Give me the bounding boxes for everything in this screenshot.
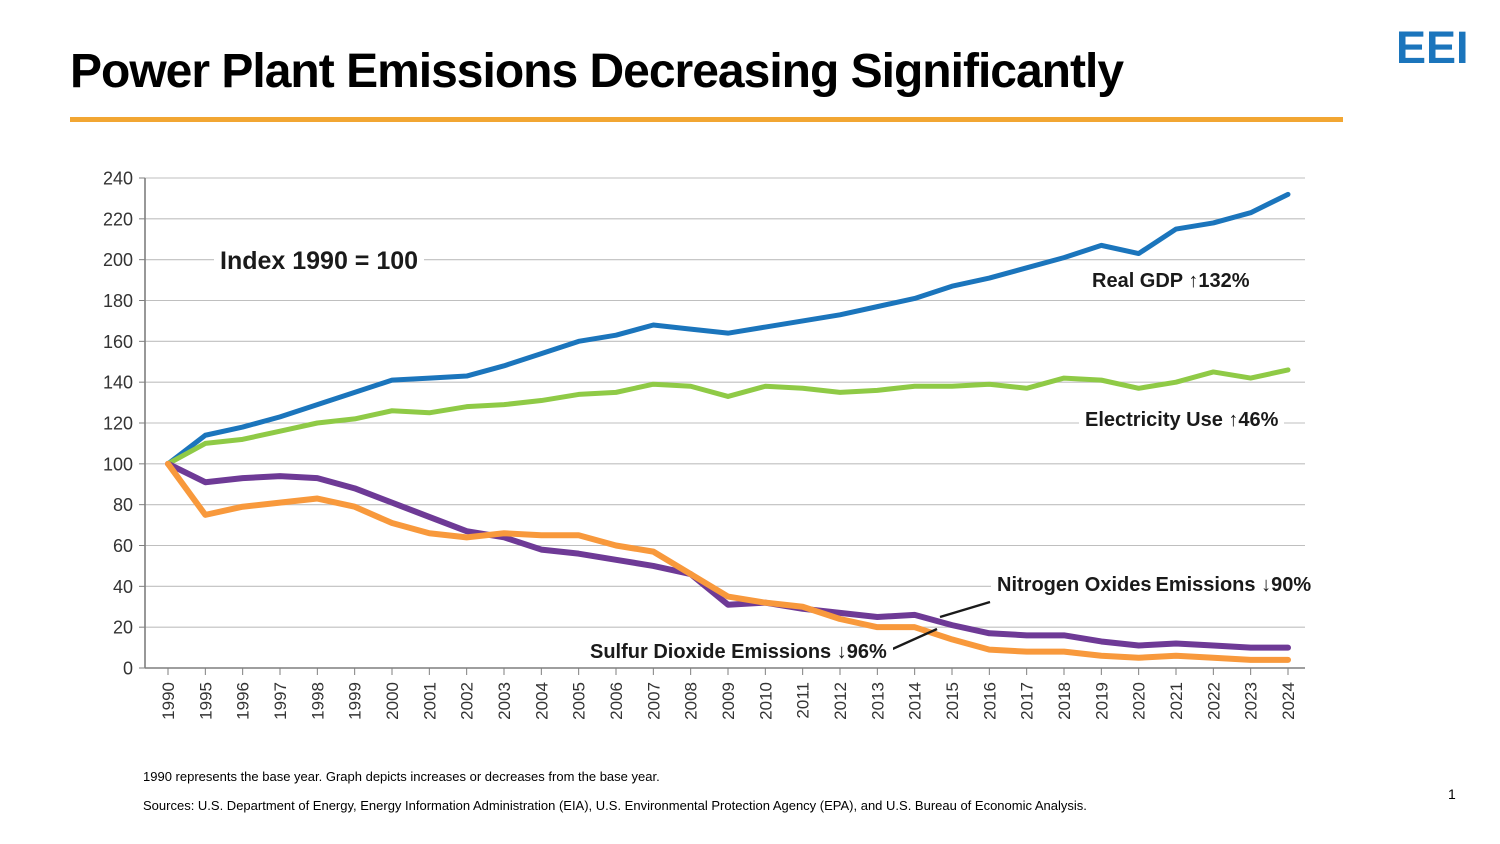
y-tick-label: 220	[103, 209, 133, 229]
x-tick-label: 2012	[831, 682, 850, 720]
page-number: 1	[1448, 786, 1456, 802]
x-tick-label: 2016	[980, 682, 999, 720]
y-tick-label: 240	[103, 169, 133, 189]
x-tick-label: 2007	[644, 682, 663, 720]
y-tick-label: 100	[103, 454, 133, 474]
x-tick-label: 2011	[794, 682, 813, 719]
so2-callout-line	[887, 627, 938, 653]
x-tick-label: 1997	[271, 682, 290, 720]
nox-callout-line	[939, 600, 991, 619]
x-tick-label: 1996	[234, 682, 253, 720]
x-tick-label: 2017	[1018, 682, 1037, 720]
page-title: Power Plant Emissions Decreasing Signifi…	[70, 45, 1124, 98]
x-tick-label: 1995	[196, 682, 215, 720]
x-tick-label: 2006	[607, 682, 626, 720]
x-tick-label: 2020	[1130, 682, 1149, 720]
x-tick-label: 2018	[1055, 682, 1074, 720]
y-tick-label: 40	[113, 577, 133, 597]
x-tick-label: 1998	[308, 682, 327, 720]
series-label-electricity-use: Electricity Use ↑46%	[1079, 408, 1285, 433]
x-tick-label: 2013	[868, 682, 887, 720]
x-tick-label: 1999	[346, 682, 365, 720]
y-tick-label: 20	[113, 618, 133, 638]
x-tick-label: 2014	[906, 682, 925, 720]
y-tick-label: 160	[103, 332, 133, 352]
title-divider	[70, 117, 1343, 122]
x-tick-label: 2022	[1204, 682, 1223, 720]
y-tick-label: 180	[103, 291, 133, 311]
nitrogen-oxides-emissions-line	[165, 460, 1291, 651]
electricity-use-line	[165, 367, 1291, 467]
y-tick-label: 200	[103, 250, 133, 270]
x-tick-label: 2008	[682, 682, 701, 720]
eei-logo: EEI	[1396, 22, 1469, 73]
base-year-footnote: 1990 represents the base year. Graph dep…	[143, 769, 660, 784]
x-tick-label: 2009	[719, 682, 738, 720]
emissions-chart: 0 20 40 60 80 100 120 140 160 180 200 220 240 1990 199…	[103, 169, 1305, 720]
x-tick-label: 2021	[1167, 682, 1186, 720]
x-tick-label: 2003	[495, 682, 514, 720]
x-tick-label: 2000	[383, 682, 402, 720]
y-tick-label: 60	[113, 536, 133, 556]
x-tick-label: 2001	[420, 682, 439, 720]
x-tick-label: 2002	[458, 682, 477, 720]
y-tick-label: 0	[123, 659, 133, 679]
y-tick-label: 80	[113, 495, 133, 515]
x-tick-label: 2024	[1279, 682, 1298, 720]
y-tick-label: 120	[103, 414, 133, 434]
y-tick-label: 140	[103, 373, 133, 393]
x-tick-label: 2015	[943, 682, 962, 720]
series-label-sulfur-dioxide: Sulfur Dioxide Emissions ↓96%	[584, 640, 893, 665]
index-base-note: Index 1990 = 100	[214, 246, 425, 277]
real-gdp-line	[165, 191, 1291, 467]
sources-footnote: Sources: U.S. Department of Energy, Ener…	[143, 798, 1087, 813]
x-tick-label: 1990	[159, 682, 178, 720]
series-label-real-gdp: Real GDP ↑132%	[1086, 269, 1256, 294]
sulfur-dioxide-emissions-line	[165, 460, 1291, 663]
x-tick-label: 2004	[532, 682, 551, 720]
x-tick-label: 2010	[756, 682, 775, 720]
series-label-nitrogen-oxides: Nitrogen Oxides Emissions ↓90%	[991, 573, 1318, 598]
x-tick-label: 2005	[570, 682, 589, 720]
x-tick-label: 2023	[1242, 682, 1261, 720]
x-tick-label: 2019	[1092, 682, 1111, 720]
